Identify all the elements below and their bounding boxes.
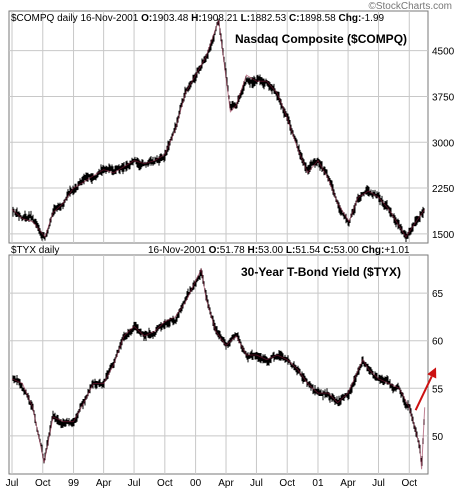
tyx-title: 30-Year T-Bond Yield ($TYX) <box>241 265 401 279</box>
x-tick-label: 99 <box>68 478 80 489</box>
x-tick-label: Apr <box>96 478 112 489</box>
nasdaq-y-tick-label: 3750 <box>432 92 455 103</box>
tyx-y-tick-label: 50 <box>432 432 444 443</box>
nasdaq-y-tick-label: 3000 <box>432 138 455 149</box>
x-tick-label: Oct <box>157 478 173 489</box>
tyx-y-tick-label: 60 <box>432 337 444 348</box>
x-tick-label: Jul <box>250 478 263 489</box>
tyx-y-axis: 50 55 60 65 <box>432 289 444 443</box>
x-tick-label: Oct <box>279 478 295 489</box>
x-axis: Jul Oct 99 Apr Jul Oct 00 Apr Jul Oct 01 Apr Jul Oct <box>6 478 418 489</box>
tyx-y-tick-label: 65 <box>432 289 444 300</box>
nasdaq-panel: 1500 2250 3000 3750 4500 $COMPQ daily 16-Nov… <box>8 10 455 244</box>
nasdaq-y-tick-label: 2250 <box>432 184 455 195</box>
x-tick-label: Jul <box>128 478 141 489</box>
x-tick-label: Jul <box>372 478 385 489</box>
x-tick-label: 01 <box>312 478 324 489</box>
nasdaq-y-tick-label: 1500 <box>432 230 455 241</box>
nasdaq-frame <box>8 10 429 244</box>
nasdaq-header: $COMPQ daily 16-Nov-2001 O:1903.48 H:190… <box>11 13 385 24</box>
watermark: ©StockCharts.com <box>368 1 452 12</box>
tyx-series <box>11 267 426 470</box>
x-tick-label: Apr <box>218 478 234 489</box>
arrow-head <box>427 367 437 379</box>
arrow-shaft <box>414 375 433 411</box>
tyx-ohlc-header: 16-Nov-2001 O:51.78 H:53.00 L:51.54 C:53… <box>148 245 410 256</box>
tyx-y-tick-label: 55 <box>432 384 444 395</box>
tyx-panel: 50 55 60 65 $TYX daily 16-Nov-2001 O:51.78 … <box>8 245 444 475</box>
x-tick-label: Oct <box>35 478 51 489</box>
nasdaq-y-tick-label: 4500 <box>432 47 455 58</box>
nasdaq-gridlines <box>9 11 428 243</box>
x-tick-label: Apr <box>340 478 356 489</box>
tyx-gridlines <box>9 255 428 474</box>
tyx-symbol-header: $TYX daily <box>11 245 59 256</box>
nasdaq-price-line <box>11 20 426 238</box>
trend-arrow-annotation <box>414 367 437 411</box>
nasdaq-series <box>11 18 426 242</box>
tyx-price-line <box>11 267 426 470</box>
nasdaq-title: Nasdaq Composite ($COMPQ) <box>235 32 407 46</box>
x-tick-label: 00 <box>190 478 202 489</box>
nasdaq-y-axis: 1500 2250 3000 3750 4500 <box>432 47 455 241</box>
x-tick-label: Oct <box>401 478 417 489</box>
x-tick-label: Jul <box>6 478 19 489</box>
tyx-frame <box>8 254 429 475</box>
